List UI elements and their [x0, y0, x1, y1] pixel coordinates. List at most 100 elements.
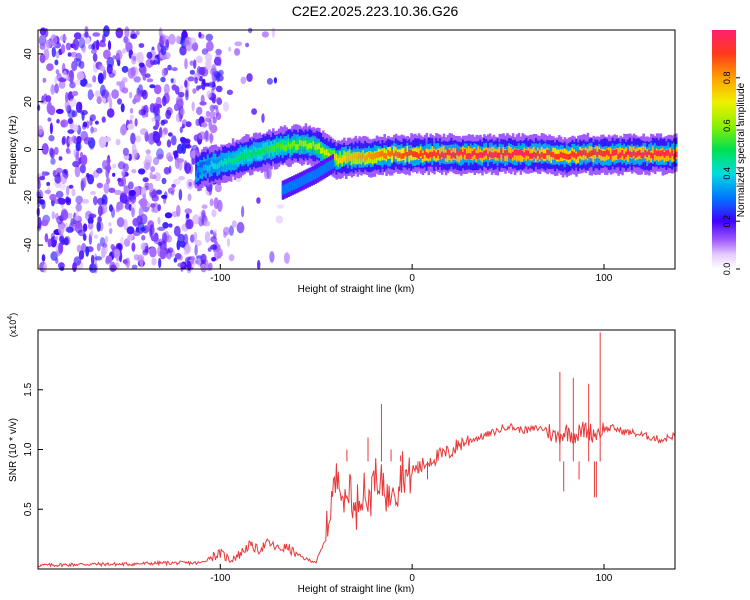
spectrogram-noise-cell: [102, 97, 107, 104]
spectrogram-noise-cell: [55, 190, 64, 199]
spectrogram-noise-cell: [226, 89, 233, 96]
spectrogram-ridge-cell: [274, 145, 277, 152]
spectrogram-noise-cell: [104, 235, 109, 243]
spectrogram-ridge-cell: [629, 151, 632, 158]
spectrogram-ridge-cell: [310, 143, 314, 149]
spectrogram-noise-cell: [215, 48, 222, 56]
spectrogram-noise-cell: [128, 189, 136, 197]
spectrogram-noise-cell: [98, 205, 103, 217]
spectrogram-noise-cell: [153, 172, 161, 182]
spectrogram-noise-cell: [171, 183, 176, 188]
spectrogram-branch-cell: [314, 169, 317, 180]
spectrogram-noise-cell: [121, 123, 127, 135]
spectrogram-ridge-cell: [325, 149, 329, 155]
spectrogram-noise-cell: [215, 97, 222, 104]
spectrogram-noise-cell: [49, 122, 54, 135]
spectrogram-ridge-cell: [575, 153, 578, 160]
spectrogram-noise-cell: [149, 224, 155, 236]
spectrogram-noise-cell: [150, 235, 159, 242]
spectrogram-noise-cell: [155, 104, 163, 109]
spectrogram-noise-cell: [196, 85, 200, 91]
spectrogram-noise-cell: [209, 124, 218, 134]
spectrogram-noise-cell: [65, 42, 72, 51]
spectrogram-ridge-cell: [463, 149, 467, 155]
spectrogram-noise-cell: [68, 184, 74, 189]
spectrogram-noise-cell: [50, 34, 58, 47]
spectrogram-ridge-cell: [220, 160, 223, 166]
spectrogram-noise-cell: [72, 262, 77, 273]
spectrogram-noise-cell: [176, 204, 181, 217]
spectrogram-noise-cell: [69, 223, 76, 228]
spectrogram-noise-cell: [192, 88, 197, 94]
spectrogram-branch-cell: [297, 178, 300, 188]
spectrogram-noise-cell: [223, 101, 229, 112]
spectrogram-noise-cell: [206, 90, 212, 99]
spectrogram-ridge-cell: [377, 152, 381, 158]
spectrogram-ridge-cell: [414, 151, 417, 158]
spectrogram-ridge-cell: [233, 157, 237, 164]
spectrogram-noise-cell: [90, 254, 95, 265]
spectrogram-ridge-cell: [226, 159, 229, 166]
spectrogram-noise-cell: [70, 77, 74, 85]
spectrogram-ridge-cell: [320, 141, 323, 154]
spectrogram-ridge-cell: [346, 153, 350, 159]
spectrogram-noise-cell: [205, 40, 214, 52]
spectrogram-ridge-cell: [231, 159, 235, 165]
spectrogram-noise-cell: [131, 264, 138, 270]
svg-text:(x104): (x104): [7, 313, 18, 337]
spectrogram-noise-cell: [44, 233, 49, 243]
spectrogram-noise-cell: [84, 31, 89, 38]
spectrogram-ridge-cell: [500, 149, 503, 155]
spectrogram-ridge-cell: [446, 150, 450, 163]
spectrogram-ridge-cell: [204, 164, 208, 171]
spectrogram-branch-cell: [283, 184, 287, 195]
spectrogram-noise-cell: [55, 50, 60, 59]
spectrogram-ridge-cell: [373, 153, 377, 159]
spectrogram-ridge-cell: [375, 152, 379, 158]
spectrogram-ridge-cell: [393, 146, 396, 158]
spectrogram-ridge-cell: [433, 150, 436, 156]
spectrogram-noise-cell: [213, 228, 218, 234]
spectrogram-noise-cell: [134, 118, 138, 127]
spectrogram-ridge-cell: [567, 154, 571, 160]
spectrogram-noise-cell: [275, 215, 283, 224]
spectrogram-noise-cell: [166, 139, 172, 148]
spectrogram-noise-cell: [103, 182, 110, 194]
spectrogram-ridge-cell: [519, 149, 523, 156]
spectrogram-noise-cell: [192, 214, 200, 225]
spectrogram-noise-cell: [205, 33, 213, 42]
spectrogram-ridge-cell: [404, 150, 408, 156]
spectrogram-ridge-cell: [210, 161, 214, 174]
spectrogram-ridge-cell: [485, 149, 488, 156]
spectrogram-noise-cell: [156, 189, 163, 195]
spectrogram-ridge-cell: [573, 152, 576, 158]
spectrogram-ridge-cell: [500, 149, 503, 162]
spectrogram-ridge-cell: [247, 149, 250, 156]
spectrogram-ridge-cell: [275, 142, 279, 155]
spectrogram-ridge-cell: [477, 152, 480, 159]
spectrogram-noise-cell: [73, 57, 79, 63]
spectrogram-noise-cell: [102, 69, 107, 80]
spectrogram-branch-cell: [323, 163, 327, 174]
spectrogram-noise-cell: [58, 224, 65, 235]
spectrogram-ridge-cell: [502, 152, 505, 159]
spectrogram-ridge-cell: [368, 151, 371, 158]
spectrogram-ridge-cell: [339, 151, 342, 164]
spectrogram-noise-cell: [276, 204, 285, 209]
spectrogram-noise-cell: [41, 95, 45, 103]
spectrogram-noise-cell: [121, 65, 129, 73]
spectrogram-noise-cell: [127, 153, 133, 161]
spectrogram-ridge-cell: [634, 152, 638, 158]
spectrogram-ridge-cell: [402, 153, 406, 159]
spectrogram-ridge-cell: [251, 151, 254, 158]
spectrogram-noise-cell: [119, 80, 126, 93]
spectrogram-noise-cell: [102, 242, 108, 248]
spectrogram-noise-cell: [189, 69, 195, 75]
spectrogram-noise-cell: [88, 213, 97, 219]
spectrogram-noise-cell: [157, 153, 164, 159]
colorbar-gradient: [712, 30, 736, 269]
spectrogram-noise-cell: [79, 163, 86, 174]
spectrogram-noise-cell: [46, 63, 54, 71]
spectrogram-noise-cell: [48, 135, 55, 142]
spectrogram-ridge-cell: [227, 157, 231, 163]
